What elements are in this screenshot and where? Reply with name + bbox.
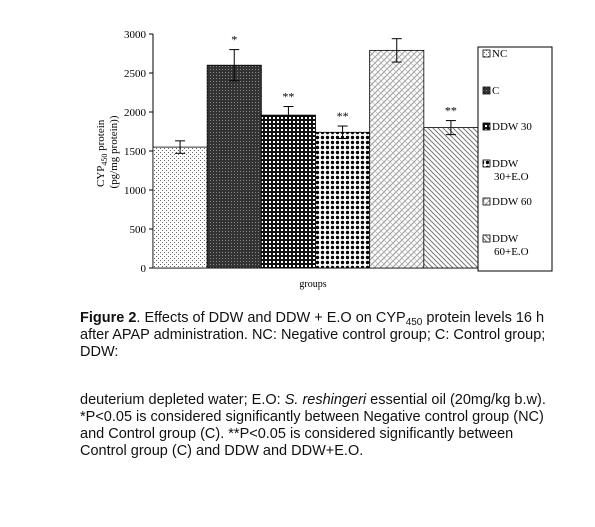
legend-swatch (482, 234, 491, 243)
caption-text-2b: essential oil (20mg/kg b.w). *P<0.05 is … (80, 392, 546, 459)
caption-text-2a: deuterium depleted water; E.O: (80, 392, 285, 408)
legend-label: C (492, 85, 499, 97)
significance-label: ** (337, 109, 349, 123)
legend-label-line2: 60+E.O (494, 246, 529, 258)
legend-box (477, 46, 553, 272)
significance-label: * (231, 33, 237, 47)
y-axis: 0 500 1000 1500 2000 2500 3000 (124, 29, 154, 275)
significance-label: ** (445, 104, 457, 118)
legend-label: DDW (492, 233, 519, 245)
bar (260, 114, 316, 269)
figure-label: Figure 2 (80, 310, 137, 326)
legend-label-line2: 30+E.O (494, 171, 529, 183)
bar (206, 64, 262, 269)
caption-text-1a: . Effects of DDW and DDW + E.O on CYP (136, 310, 406, 326)
bar (423, 127, 479, 269)
legend-swatch (482, 197, 491, 206)
caption-text-1b: protein levels 16 h after APAP administr… (80, 310, 546, 360)
y-tick-label: 500 (130, 224, 147, 236)
y-tick-label: 2500 (124, 68, 147, 80)
legend-swatch (482, 86, 491, 95)
bar-chart: 0 500 1000 1500 2000 2500 3000 CYP450 protein … (95, 29, 553, 290)
bar (315, 131, 371, 269)
legend-label: DDW 60 (492, 196, 532, 208)
legend-swatch (482, 49, 491, 58)
y-tick-label: 1500 (124, 146, 147, 158)
legend-swatch (482, 159, 491, 168)
y-tick-label: 1000 (124, 185, 147, 197)
legend-label: NC (492, 48, 507, 60)
y-tick-label: 0 (141, 263, 147, 275)
bar (152, 146, 208, 269)
y-axis-label: CYP450 protein (pg/mg protein)) (95, 115, 120, 188)
figure-caption: Figure 2. Effects of DDW and DDW + E.O o… (80, 310, 550, 361)
legend-label: DDW (492, 158, 519, 170)
bar (369, 49, 425, 269)
caption-species: S. reshingeri (284, 392, 367, 408)
legend-label: DDW 30 (492, 121, 532, 133)
y-tick-label: 2000 (124, 107, 147, 119)
y-tick-label: 3000 (124, 29, 147, 41)
x-axis-label: groups (299, 279, 326, 290)
figure-caption-continued: deuterium depleted water; E.O: S. reshin… (80, 392, 560, 460)
legend-swatch (482, 122, 491, 131)
caption-subscript: 450 (405, 317, 423, 328)
significance-label: ** (282, 90, 294, 104)
